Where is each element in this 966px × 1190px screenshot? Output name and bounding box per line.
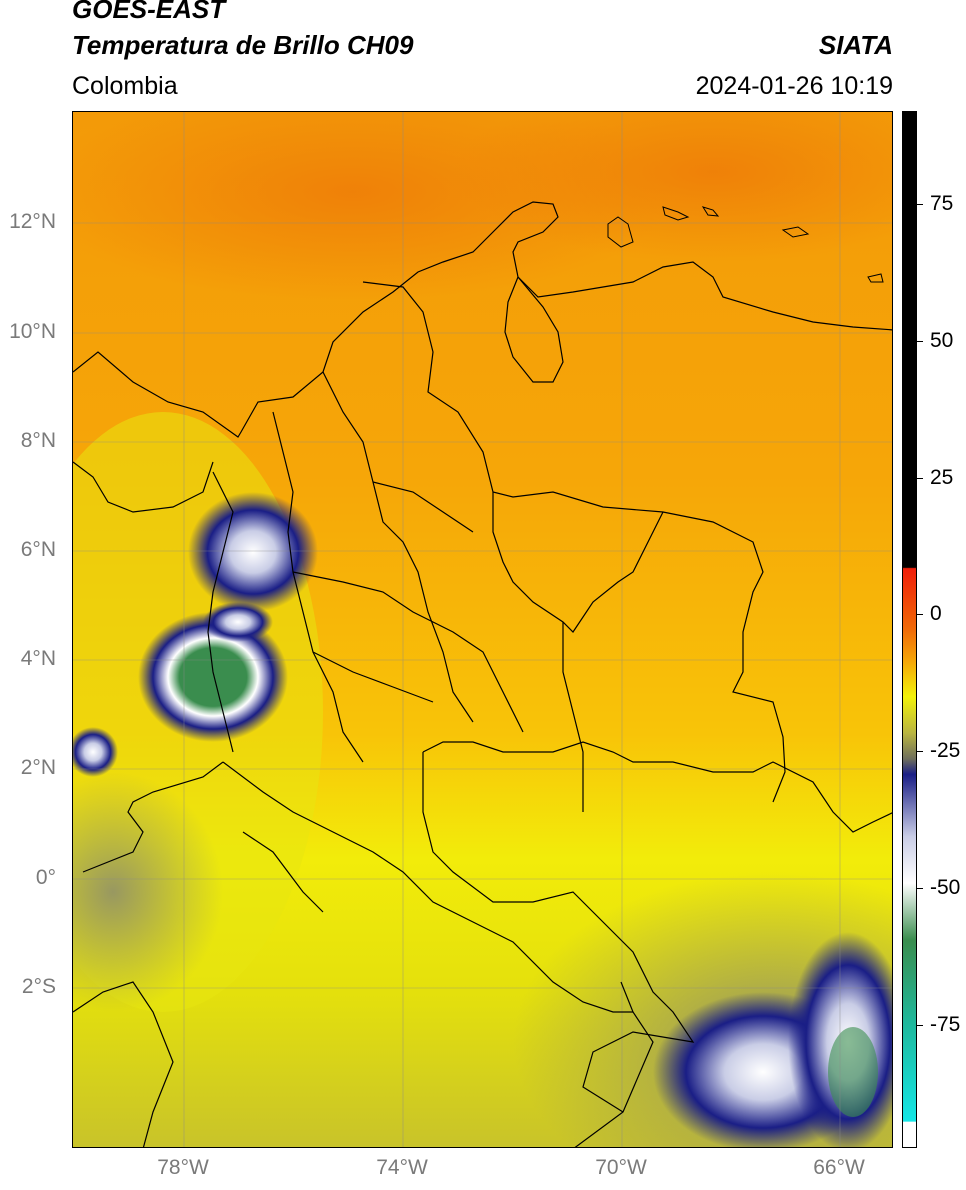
colorbar-tick-label: -50	[930, 876, 961, 899]
lon-tick: 70°W	[595, 1156, 647, 1179]
graticule	[73, 112, 892, 1147]
lon-tick: 78°W	[157, 1156, 209, 1179]
datetime-label: 2024-01-26 10:19	[695, 72, 893, 100]
lat-tick: 2°N	[20, 756, 56, 779]
boundaries	[73, 201, 892, 1147]
colorbar-tick-label: 25	[930, 466, 954, 489]
lon-tick: 74°W	[376, 1156, 428, 1179]
lat-tick: 0°	[35, 866, 56, 889]
colorbar-tick-mark	[917, 614, 923, 615]
map-canvas	[73, 112, 892, 1147]
lat-tick: 10°N	[9, 320, 56, 343]
colorbar-tick-label: -75	[930, 1013, 961, 1036]
lat-tick: 12°N	[9, 210, 56, 233]
lat-tick: 8°N	[20, 429, 56, 452]
colorbar-tick-mark	[917, 204, 923, 205]
colorbar	[902, 111, 917, 1148]
title-line-1: GOES-EAST	[72, 0, 226, 24]
colorbar-tick-mark	[917, 751, 923, 752]
colorbar-tick-label: 0	[930, 602, 942, 625]
islands	[607, 206, 884, 283]
colorbar-tick-mark	[917, 341, 923, 342]
satellite-map[interactable]	[72, 111, 893, 1148]
lat-tick: 6°N	[20, 538, 56, 561]
organization-label: SIATA	[818, 30, 893, 60]
title-line-2: Temperatura de Brillo CH09	[72, 30, 414, 60]
colorbar-gradient	[903, 112, 916, 1147]
region-label: Colombia	[72, 72, 178, 100]
colorbar-tick-label: 50	[930, 329, 954, 352]
lat-tick: 4°N	[20, 647, 56, 670]
colorbar-tick-label: 75	[930, 192, 954, 215]
colorbar-tick-mark	[917, 888, 923, 889]
colorbar-tick-label: -25	[930, 739, 961, 762]
lat-tick: 2°S	[21, 975, 56, 998]
colorbar-tick-mark	[917, 478, 923, 479]
colorbar-tick-mark	[917, 1025, 923, 1026]
lon-tick: 66°W	[813, 1156, 865, 1179]
